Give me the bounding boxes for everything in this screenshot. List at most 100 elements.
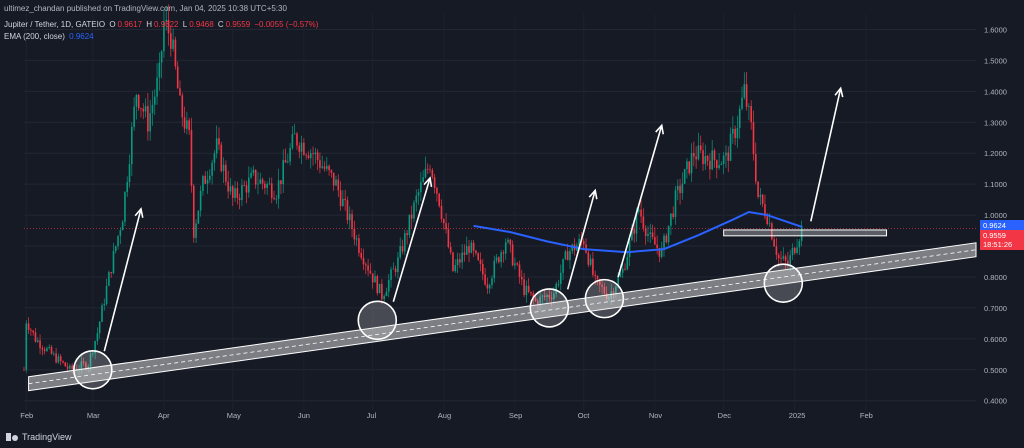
candle-body xyxy=(147,106,149,132)
candle-body xyxy=(261,179,264,184)
candle-body xyxy=(793,247,796,254)
y-tick-label: 1.0000 xyxy=(984,211,1007,220)
candle-body xyxy=(406,233,408,235)
candle-body xyxy=(383,296,385,300)
candle-body xyxy=(644,227,647,237)
candle-body xyxy=(408,214,411,235)
candle-body xyxy=(268,183,271,185)
candle-body xyxy=(305,154,307,156)
candle-body xyxy=(309,153,312,159)
candle-body xyxy=(257,183,259,185)
candle-body xyxy=(532,293,535,299)
candle-body xyxy=(213,153,216,163)
candle-body xyxy=(229,186,232,192)
candle-body xyxy=(640,209,642,217)
candle-body xyxy=(153,96,156,105)
candle-body xyxy=(449,247,452,253)
candle-body xyxy=(592,258,594,275)
ema-value: 0.9624 xyxy=(69,32,94,41)
tradingview-icon xyxy=(6,433,18,441)
change-value: −0.0055 (−0.57%) xyxy=(254,20,319,29)
candle-body xyxy=(621,268,624,273)
y-tick-label: 1.3000 xyxy=(984,118,1007,127)
candle-body xyxy=(695,156,697,160)
candle-body xyxy=(764,204,766,217)
candle-body xyxy=(225,164,227,182)
candle-body xyxy=(209,175,211,180)
candle-body xyxy=(264,183,266,189)
candle-body xyxy=(546,295,548,298)
candle-body xyxy=(351,213,353,229)
candle-body xyxy=(683,169,686,184)
candle-body xyxy=(603,286,606,294)
y-tick-label: 1.6000 xyxy=(984,25,1007,34)
candle-body xyxy=(543,295,546,298)
candle-body xyxy=(656,244,658,248)
candle-body xyxy=(401,246,404,252)
y-tick-label: 1.4000 xyxy=(984,87,1007,96)
candle-body xyxy=(399,246,402,258)
candle-body xyxy=(791,247,794,256)
candle-body xyxy=(234,188,236,198)
candle-body xyxy=(491,278,493,286)
candle-body xyxy=(566,251,569,261)
candle-body xyxy=(291,134,294,148)
support-touch-circle xyxy=(584,278,625,319)
ema-label[interactable]: EMA (200, close) xyxy=(4,32,65,41)
candle-body xyxy=(82,361,85,363)
candle-body xyxy=(454,265,457,272)
candle-body xyxy=(202,175,204,191)
candle-body xyxy=(151,104,154,114)
candle-body xyxy=(798,241,801,248)
candle-body xyxy=(766,216,769,225)
candle-body xyxy=(718,165,720,169)
x-tick-label: Sep xyxy=(509,411,522,420)
candle-body xyxy=(321,166,324,168)
candle-body xyxy=(768,223,771,225)
candle-body xyxy=(266,183,268,189)
candle-body xyxy=(468,246,470,253)
ema-legend[interactable]: EMA (200, close) 0.9624 xyxy=(4,32,96,41)
candle-body xyxy=(463,252,466,255)
candle-body xyxy=(174,39,177,67)
y-tick-label: 0.7000 xyxy=(984,304,1007,313)
candle-body xyxy=(734,128,736,139)
candle-body xyxy=(197,210,200,224)
candle-body xyxy=(433,177,436,188)
candle-body xyxy=(635,211,638,234)
tradingview-logo[interactable]: TradingView xyxy=(6,432,72,442)
candle-body xyxy=(137,94,140,109)
candle-body xyxy=(110,272,112,274)
candle-body xyxy=(238,198,241,200)
candle-body xyxy=(601,284,603,287)
y-tick-label: 0.6000 xyxy=(984,335,1007,344)
candle-body xyxy=(25,323,28,370)
candle-body xyxy=(796,247,798,254)
candle-body xyxy=(403,233,406,252)
candle-body xyxy=(548,295,551,298)
candle-body xyxy=(686,161,688,170)
candle-body xyxy=(348,213,351,221)
candle-body xyxy=(50,347,53,354)
ohlc-legend[interactable]: Jupiter / Tether, 1D, GATEIO O 0.9617 H 0.… xyxy=(4,20,320,29)
candle-body xyxy=(245,185,248,193)
candle-body xyxy=(752,122,755,155)
candle-body xyxy=(697,145,700,160)
arrow-head xyxy=(588,188,598,200)
x-tick-label: 2025 xyxy=(789,411,806,420)
published-line: ultimez_chandan published on TradingView… xyxy=(4,4,289,13)
candle-body xyxy=(275,198,278,200)
candle-body xyxy=(241,185,243,200)
bounce-arrow xyxy=(810,88,842,222)
candle-body xyxy=(135,94,138,107)
high-value: 0.9622 xyxy=(154,20,179,29)
symbol-name[interactable]: Jupiter / Tether, 1D, GATEIO xyxy=(4,20,106,29)
candle-body xyxy=(704,156,707,165)
candle-body xyxy=(438,193,441,206)
candle-body xyxy=(374,276,376,283)
candle-body xyxy=(417,192,420,196)
candle-body xyxy=(96,333,99,342)
candle-body xyxy=(362,257,365,265)
ema-200-line xyxy=(473,210,803,254)
